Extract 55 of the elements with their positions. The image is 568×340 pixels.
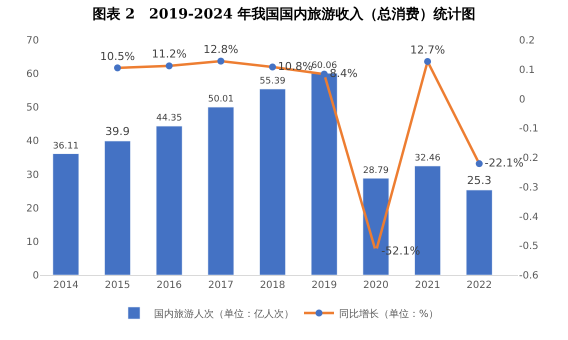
bar: [156, 126, 182, 275]
data-label: 8.4%: [330, 66, 358, 80]
bar: [259, 88, 286, 275]
legend-label: 同比增长（单位：%）: [339, 308, 439, 320]
y2-tick-label: -0.6: [519, 270, 539, 282]
x-tick-label: 2019: [311, 280, 337, 291]
x-tick-label: 2016: [156, 280, 182, 291]
bar: [104, 140, 131, 275]
chart-title: 图表 2 2019-2024 年我国国内旅游收入（总消费）统计图: [92, 5, 476, 22]
point: [217, 58, 224, 65]
x-tick-label: 2014: [53, 280, 79, 291]
legend-label: 国内旅游人次（单位：亿人次）: [154, 308, 294, 320]
x-tick-label: 2018: [260, 280, 286, 291]
y-tick-label: 50: [26, 102, 39, 114]
data-label: 10.8%: [278, 60, 313, 73]
data-label: 12.7%: [410, 43, 446, 56]
point: [476, 160, 483, 168]
data-label: 39.9: [105, 125, 130, 138]
y2-tick-label: -0.5: [519, 241, 539, 252]
data-label: 36.11: [52, 141, 79, 152]
bar: [52, 154, 80, 275]
point: [114, 64, 122, 72]
y-tick-label: 10: [26, 236, 39, 248]
x-tick-label: 2021: [414, 280, 440, 291]
y2-tick-label: 0: [519, 94, 526, 106]
y-tick-label: 0: [32, 270, 39, 282]
data-label: 32.46: [414, 154, 441, 164]
data-label: 55.39: [260, 76, 286, 87]
point: [320, 70, 328, 78]
point: [424, 58, 432, 65]
x-tick-label: 2017: [208, 280, 234, 291]
data-label: 10.5%: [100, 50, 135, 63]
y-tick-label: 70: [26, 36, 39, 46]
y2-tick-label: -0.1: [519, 124, 539, 135]
data-label: 28.79: [362, 166, 390, 176]
data-label: 50.01: [208, 94, 234, 105]
y2-tick-label: -0.4: [519, 212, 539, 223]
y2-tick-label: 0.1: [519, 64, 535, 76]
point: [166, 62, 173, 70]
bar: [208, 106, 234, 275]
data-label: 44.35: [156, 114, 182, 124]
data-label: 12.8%: [203, 43, 238, 56]
x-tick-label: 2022: [466, 280, 492, 291]
bar: [466, 190, 492, 275]
y-tick-label: 60: [26, 69, 39, 80]
data-label: 25.3: [466, 174, 492, 188]
x-tick-label: 2015: [104, 280, 130, 291]
y-tick-label: 40: [26, 136, 39, 148]
y2-tick-label: -0.3: [519, 182, 539, 194]
y-tick-label: 20: [26, 203, 39, 214]
y2-tick-label: 0.2: [519, 36, 535, 46]
data-label: 11.2%: [152, 48, 187, 61]
point: [269, 64, 276, 71]
y-tick-label: 30: [26, 170, 39, 181]
x-tick-label: 2020: [363, 280, 389, 291]
